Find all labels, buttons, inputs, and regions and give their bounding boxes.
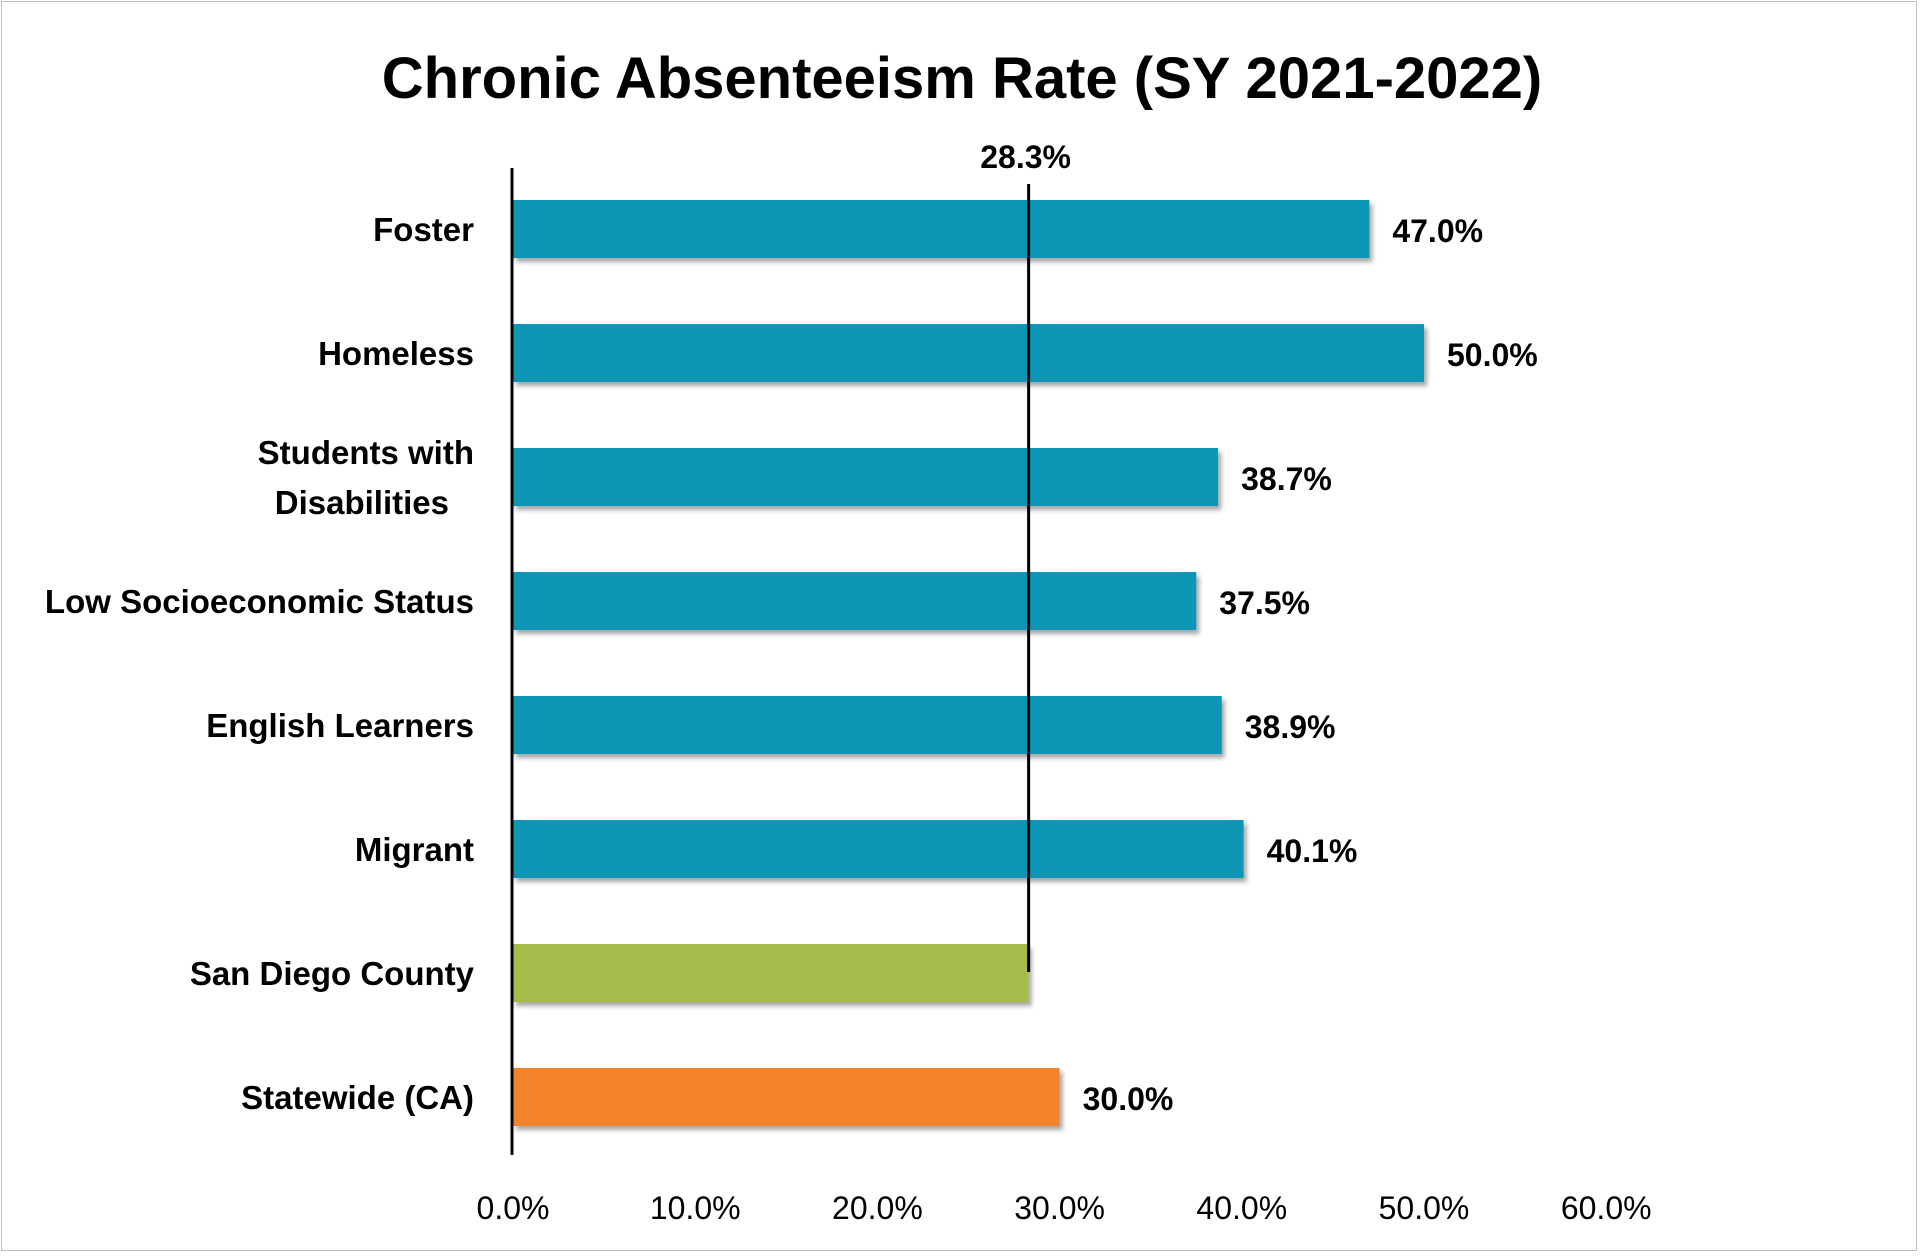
bars-layer <box>513 200 1424 1126</box>
category-labels: Foster Homeless Students with Disabilities L… <box>45 211 475 1116</box>
category-label-homeless: Homeless <box>318 335 474 372</box>
data-labels: 47.0% 50.0% 38.7% 37.5% 38.9% 40.1% 30.0% <box>1083 213 1538 1117</box>
x-tick-label: 30.0% <box>1014 1190 1105 1226</box>
category-label-migrant: Migrant <box>355 831 474 868</box>
bar-statewide-ca <box>513 1068 1060 1126</box>
bar-students-with-disabilities <box>513 448 1219 506</box>
category-label-foster: Foster <box>373 211 474 248</box>
bar-low-socioeconomic-status <box>513 572 1197 630</box>
bar-homeless <box>513 324 1424 382</box>
data-label-english-learners: 38.9% <box>1245 709 1336 745</box>
x-tick-label: 40.0% <box>1196 1190 1287 1226</box>
data-label-migrant: 40.1% <box>1267 833 1358 869</box>
data-label-low-socioeconomic-status: 37.5% <box>1219 585 1310 621</box>
reference-line-label: 28.3% <box>980 139 1071 175</box>
data-label-foster: 47.0% <box>1392 213 1483 249</box>
axis-layer: 28.3% <box>510 139 1071 1155</box>
x-tick-label: 10.0% <box>650 1190 741 1226</box>
x-tick-label: 50.0% <box>1379 1190 1470 1226</box>
x-tick-label: 20.0% <box>832 1190 923 1226</box>
bar-foster <box>513 200 1370 258</box>
category-label-low-socioeconomic-status: Low Socioeconomic Status <box>45 583 474 620</box>
data-label-students-with-disabilities: 38.7% <box>1241 461 1332 497</box>
x-tick-labels: 0.0% 10.0% 20.0% 30.0% 40.0% 50.0% 60.0% <box>477 1190 1652 1226</box>
data-label-statewide-ca: 30.0% <box>1083 1081 1174 1117</box>
chart-title: Chronic Absenteeism Rate (SY 2021-2022) <box>382 46 1542 111</box>
category-label-english-learners: English Learners <box>206 707 474 744</box>
category-label-students-with-disabilities: Students with Disabilities <box>258 434 474 521</box>
bar-migrant <box>513 820 1244 878</box>
bar-san-diego-county <box>513 944 1029 1002</box>
x-tick-label: 60.0% <box>1561 1190 1652 1226</box>
category-label-san-diego-county: San Diego County <box>190 955 475 992</box>
category-label-statewide-ca: Statewide (CA) <box>241 1079 474 1116</box>
bar-english-learners <box>513 696 1222 754</box>
data-label-homeless: 50.0% <box>1447 337 1538 373</box>
x-tick-label: 0.0% <box>477 1190 550 1226</box>
